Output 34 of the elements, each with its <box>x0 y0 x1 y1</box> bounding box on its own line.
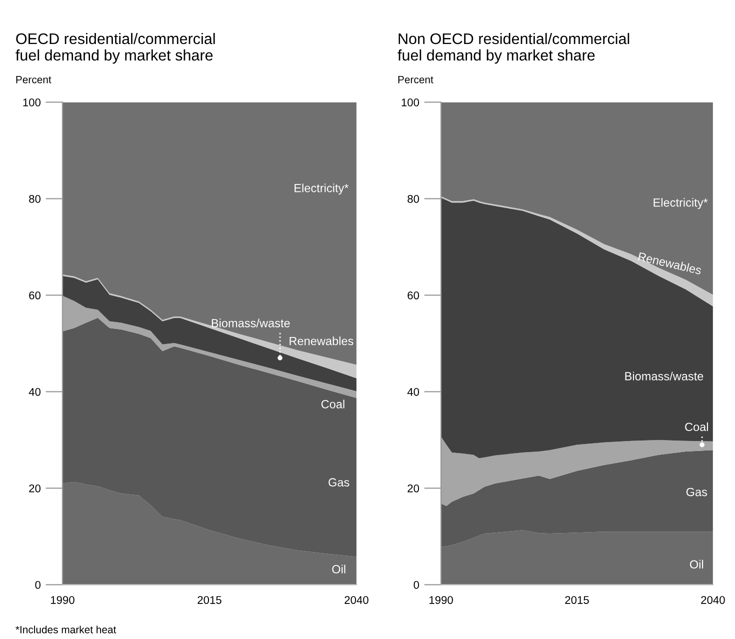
series-label: Renewables <box>290 336 354 346</box>
chart-title: Non OECD residential/commercial fuel demand by market share <box>398 32 630 64</box>
x-tick-label: 2040 <box>344 596 368 604</box>
series-label: Biomass/waste <box>212 318 290 328</box>
text: *Includes market heat <box>16 626 116 634</box>
y-tick-label: 60 <box>408 291 420 300</box>
series-label: Oil <box>332 564 346 574</box>
y-tick-label: 40 <box>28 388 41 396</box>
y-tick-label: 80 <box>29 194 41 203</box>
series-label: Electricity* <box>654 198 708 210</box>
x-tick-label: 2015 <box>198 596 222 604</box>
y-axis-title: Percent <box>16 76 52 84</box>
chart-title: OECD residential/commercial fuel demand by market share <box>16 32 215 64</box>
y-tick-label: 80 <box>408 194 420 203</box>
y-tick-label: 20 <box>29 484 41 492</box>
y-tick-label: 100 <box>402 98 420 106</box>
y-tick-label: 0 <box>414 580 420 589</box>
x-tick-label: 1990 <box>50 596 74 604</box>
x-tick-label: 2040 <box>701 596 725 604</box>
series-label: Oil <box>690 560 704 569</box>
series-label: Gas <box>328 478 350 487</box>
x-tick-label: 2015 <box>565 596 589 604</box>
series-label: Electricity* <box>294 184 349 195</box>
y-tick-label: 0 <box>35 580 41 589</box>
series-label: Biomass/waste <box>625 372 704 380</box>
y-axis-title: Percent <box>398 76 434 84</box>
y-tick-label: 100 <box>23 98 41 106</box>
x-tick-label: 1990 <box>429 596 453 604</box>
y-tick-label: 20 <box>408 484 420 492</box>
series-label: Coal <box>321 400 344 408</box>
y-tick-label: 60 <box>29 291 41 300</box>
y-tick-label: 40 <box>407 388 420 396</box>
series-label: Coal <box>685 422 708 432</box>
series-label: Gas <box>686 488 708 496</box>
